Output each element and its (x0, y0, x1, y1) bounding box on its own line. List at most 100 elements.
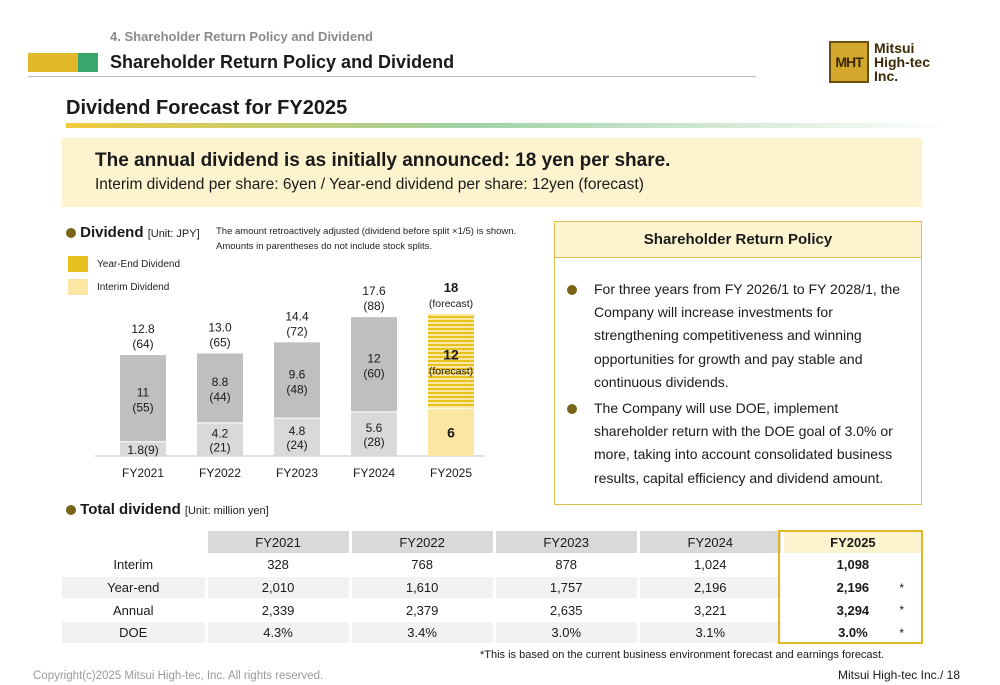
table-cell: 3,221 (636, 598, 783, 622)
table-header: FY2023 (492, 531, 639, 555)
year-end-data-label: 11 (137, 385, 150, 399)
year-end-data-label: 12 (443, 346, 459, 362)
table-cell: 3.1% (636, 621, 783, 645)
interim-bar (197, 422, 243, 456)
header-title: Shareholder Return Policy and Dividend (110, 52, 455, 72)
bullet-icon (567, 285, 577, 295)
total-dividend-title: Total dividend (80, 501, 181, 518)
page-title-underline (66, 123, 950, 128)
total-data-sublabel: (72) (286, 324, 307, 338)
cell-value: 2,196 (836, 579, 870, 595)
table-header: FY2022 (348, 531, 495, 555)
table-cell-fy2025: 3.0% * (780, 621, 922, 645)
legend-swatch-interim (68, 279, 88, 295)
interim-data-label: 5.6 (366, 421, 383, 435)
table-cell: 3.4% (348, 621, 495, 645)
logo-text: Mitsui High-tec Inc. (874, 41, 930, 83)
year-end-data-sublabel: (forecast) (429, 365, 473, 377)
interim-data-label: 1.8(9) (127, 443, 158, 457)
table-cell: 2,339 (204, 598, 351, 622)
logo-line-2: High-tec (874, 54, 930, 70)
total-dividend-unit: [Unit: million yen] (184, 505, 269, 517)
bullet-icon (66, 505, 76, 516)
logo-line-3: Inc. (874, 68, 899, 84)
interim-data-sublabel: (21) (209, 440, 230, 454)
interim-data-sublabel: (24) (286, 438, 307, 452)
table-cell: 328 (204, 553, 351, 577)
policy-item: For three years from FY 2026/1 to FY 202… (567, 278, 911, 394)
year-end-data-sublabel: (48) (286, 382, 307, 396)
interim-bar (120, 441, 166, 456)
page-number: Mitsui High-tec Inc./ 18 (837, 668, 960, 682)
row-label: Year-end (62, 576, 206, 600)
copyright: Copyright(c)2025 Mitsui High-tec, Inc. A… (33, 670, 324, 682)
table-cell: 3.0% (492, 621, 639, 645)
table-cell: 2,635 (492, 598, 639, 622)
table-row: Annual 2,339 2,379 2,635 3,221 3,294 * (62, 598, 922, 622)
total-data-label: 13.0 (208, 320, 232, 334)
table-cell: 1,757 (492, 576, 639, 600)
table-cell-fy2025: 3,294 * (780, 598, 922, 622)
logo-mark-icon: MHT (829, 41, 869, 83)
forecast-mark: * (899, 603, 904, 618)
total-data-label: 12.8 (131, 322, 155, 336)
total-data-sublabel: (64) (132, 337, 153, 351)
x-tick-label: FY2021 (122, 466, 164, 480)
policy-item-text: The Company will use DOE, implement shar… (594, 400, 893, 486)
interim-data-sublabel: (28) (363, 435, 384, 449)
x-tick-label: FY2024 (353, 466, 395, 480)
interim-data-label: 6 (447, 424, 455, 440)
dividend-note-line-1: The amount retroactively adjusted (divid… (216, 226, 517, 237)
page-title: Dividend Forecast for FY2025 (66, 97, 348, 119)
bullet-icon (567, 404, 577, 415)
total-data-label: 14.4 (285, 309, 309, 323)
legend-label-interim: Interim Dividend (97, 281, 170, 293)
total-data-sublabel: (forecast) (429, 298, 473, 310)
table-cell: 768 (348, 553, 495, 577)
row-label: Interim (62, 553, 206, 577)
total-data-sublabel: (65) (209, 335, 230, 349)
year-end-bar (197, 353, 243, 423)
year-end-bar (120, 355, 166, 442)
total-data-label: 18 (444, 280, 458, 295)
table-cell: 1,024 (636, 553, 783, 577)
shareholder-return-policy-box: Shareholder Return Policy For three year… (554, 221, 922, 505)
total-data-label: 17.6 (362, 284, 386, 298)
year-end-data-label: 9.6 (289, 367, 306, 381)
table-row: Interim 328 768 878 1,024 1,098 (62, 553, 922, 577)
table-header: FY2021 (204, 531, 351, 555)
cell-value: 1,098 (836, 557, 870, 573)
table-cell-fy2025: 2,196 * (780, 576, 922, 600)
dividend-title: Dividend (80, 224, 144, 241)
legend-label-year-end: Year-End Dividend (97, 258, 181, 270)
logo-line-1: Mitsui (874, 40, 915, 56)
announcement-banner: The annual dividend is as initially anno… (62, 138, 922, 207)
header-bar-gold (28, 53, 78, 72)
year-end-bar (428, 314, 474, 409)
policy-title: Shareholder Return Policy (555, 222, 921, 258)
table-cell: 4.3% (204, 621, 351, 645)
interim-bar (351, 411, 397, 456)
interim-data-label: 4.2 (212, 426, 229, 440)
cell-value: 3,294 (836, 602, 870, 618)
dividend-note: The amount retroactively adjusted (divid… (216, 224, 516, 254)
table-cell-fy2025: 1,098 (780, 553, 922, 577)
header-color-bars (28, 53, 98, 72)
year-end-bar (351, 317, 397, 412)
legend-interim: Interim Dividend (68, 279, 169, 295)
table-header-fy2025: FY2025 (780, 531, 922, 555)
forecast-mark: * (899, 580, 904, 595)
header-divider (28, 76, 756, 77)
table-cell: 2,196 (636, 576, 783, 600)
year-end-data-sublabel: (44) (209, 390, 230, 404)
cell-value: 3.0% (838, 625, 868, 641)
legend-swatch-year-end (68, 256, 88, 272)
table-row: Year-end 2,010 1,610 1,757 2,196 2,196 * (62, 576, 922, 600)
footnote: *This is based on the current business e… (480, 649, 885, 661)
legend-year-end: Year-End Dividend (68, 256, 180, 272)
year-end-data-label: 8.8 (212, 375, 229, 389)
total-data-sublabel: (88) (363, 299, 384, 313)
company-logo: MHT Mitsui High-tec Inc. (829, 41, 930, 83)
table-header: FY2024 (636, 531, 783, 555)
forecast-mark: * (899, 625, 904, 640)
